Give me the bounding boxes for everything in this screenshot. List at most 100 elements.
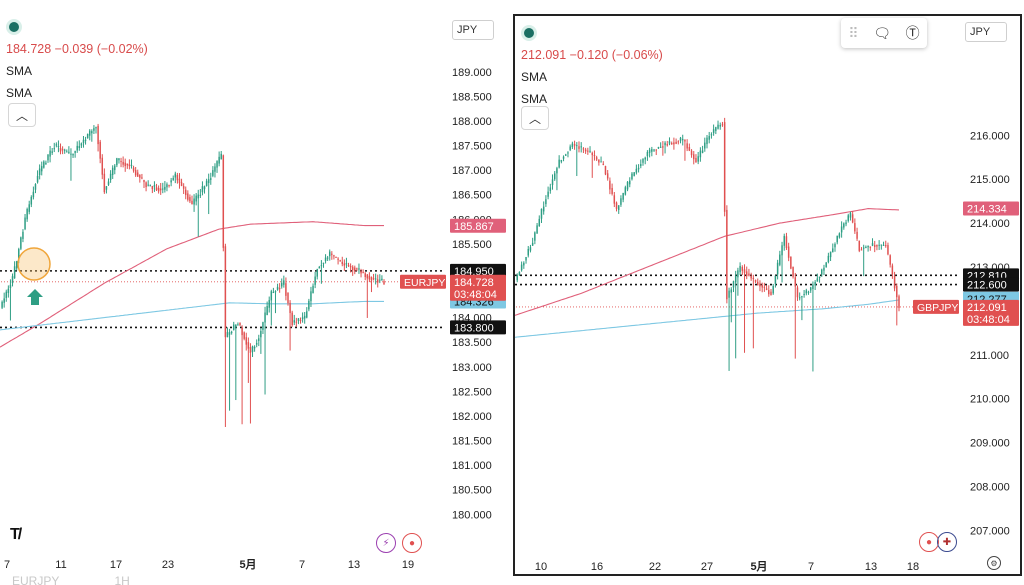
candle-body — [712, 129, 715, 134]
candle — [646, 150, 649, 161]
candle — [595, 155, 598, 162]
candle-body — [199, 194, 202, 196]
candle-body — [228, 332, 231, 335]
candle — [130, 159, 133, 169]
candle — [324, 254, 327, 264]
drag-handle-icon[interactable]: ⠿ — [848, 24, 859, 41]
candle-body — [120, 161, 122, 163]
candle-body — [337, 258, 339, 260]
candle — [851, 211, 854, 224]
candle-body — [30, 196, 33, 205]
candle — [617, 205, 620, 214]
candle — [182, 183, 185, 195]
candle-body — [622, 192, 624, 200]
candle — [20, 236, 22, 251]
lightning-icon[interactable]: ⚡ — [376, 533, 396, 553]
record-icon[interactable]: ● — [919, 532, 939, 552]
candle — [812, 281, 814, 372]
candle — [184, 186, 187, 200]
indicator-sma-1[interactable]: SMA — [6, 64, 33, 78]
candle — [558, 155, 560, 169]
price-change: −0.039 — [54, 42, 94, 56]
candle — [688, 143, 691, 152]
candle — [107, 178, 110, 186]
candle-body — [270, 291, 273, 301]
candle-body — [706, 137, 708, 145]
candle-body — [591, 152, 593, 156]
candle — [869, 246, 872, 251]
candle — [750, 272, 752, 281]
candle — [345, 257, 348, 269]
candle — [379, 274, 381, 284]
gbpjpy-chart[interactable]: 216.000215.000214.000213.000212.000211.0… — [515, 16, 1020, 574]
candle — [622, 192, 624, 203]
candle — [174, 171, 177, 184]
indicator-sma-1[interactable]: SMA — [521, 70, 548, 84]
candle — [145, 181, 147, 192]
candle — [318, 265, 321, 269]
candle-body — [260, 330, 262, 338]
candle — [164, 181, 166, 193]
eurjpy-chart[interactable]: 189.000 188.500 188.000 187.500 187.000 186.5… — [0, 0, 512, 585]
candle-body — [763, 286, 766, 288]
candle-body — [754, 280, 757, 282]
candle — [13, 261, 16, 279]
chart-pane-gbpjpy[interactable]: 216.000215.000214.000213.000212.000211.0… — [513, 14, 1022, 576]
candle-body — [620, 198, 622, 205]
candle — [34, 183, 37, 194]
candle — [63, 148, 66, 154]
candle — [3, 292, 5, 308]
y-tick-label: 183.000 — [452, 362, 492, 374]
candle-body — [18, 249, 20, 259]
candle — [642, 158, 644, 166]
candle — [591, 151, 593, 178]
candle-body — [216, 161, 218, 168]
settings-gear-icon[interactable]: ⚙ — [987, 556, 1001, 570]
candle-body — [310, 291, 312, 302]
candle-body — [239, 322, 241, 326]
candle — [243, 331, 245, 341]
candle — [704, 137, 706, 152]
candle — [836, 235, 838, 245]
candle-body — [78, 146, 81, 148]
candle — [677, 140, 680, 145]
candle-body — [63, 149, 66, 151]
candle — [124, 158, 126, 172]
candle-body — [549, 187, 552, 191]
candle — [199, 189, 202, 198]
candle — [538, 215, 541, 227]
indicator-sma-2[interactable]: SMA — [6, 86, 33, 100]
candle — [847, 213, 849, 223]
y-tick-label: 181.500 — [452, 436, 492, 448]
candle-body — [818, 276, 821, 278]
price-change: −0.120 — [569, 48, 609, 62]
candle — [358, 263, 360, 274]
candle-body — [666, 144, 669, 146]
candle-body — [155, 187, 158, 191]
currency-selector[interactable]: JPY — [965, 22, 1007, 42]
candle — [114, 164, 116, 175]
currency-selector[interactable]: JPY — [452, 20, 494, 40]
candle-body — [531, 242, 534, 246]
candle-body — [320, 265, 323, 267]
candle — [226, 327, 229, 338]
candle-body — [701, 150, 704, 153]
x-tick-label: 7 — [299, 559, 305, 571]
indicator-sma-2[interactable]: SMA — [521, 92, 548, 106]
candle — [362, 269, 364, 274]
candle — [635, 164, 638, 175]
chart-pane-eurjpy[interactable]: 189.000 188.500 188.000 187.500 187.000 186.5… — [0, 0, 512, 585]
collapse-legend-button[interactable]: ︿ — [521, 106, 549, 130]
candle — [331, 251, 333, 260]
candle — [620, 195, 622, 207]
comment-icon[interactable]: 🗨 — [873, 24, 891, 41]
text-tool-icon[interactable]: Ⓣ — [905, 25, 920, 41]
record-icon[interactable]: ● — [402, 533, 422, 553]
candle-body — [143, 179, 145, 183]
candle-body — [765, 288, 768, 290]
candle-body — [891, 265, 894, 275]
candle — [896, 283, 898, 326]
candle — [260, 327, 262, 354]
candle — [525, 256, 527, 264]
collapse-legend-button[interactable]: ︿ — [8, 103, 36, 127]
